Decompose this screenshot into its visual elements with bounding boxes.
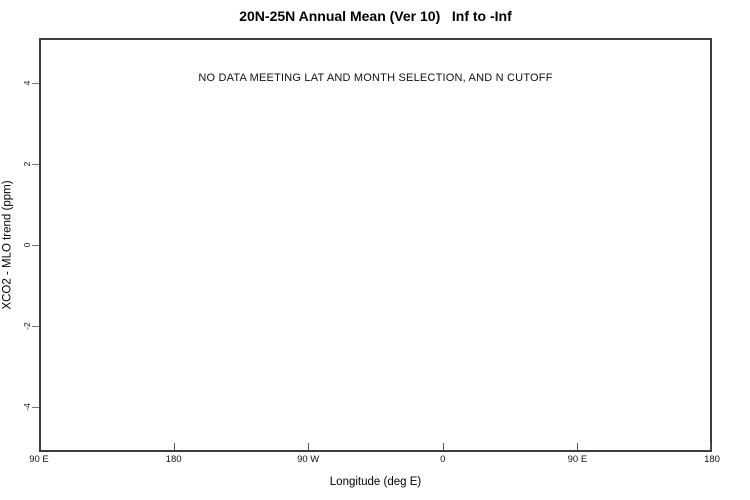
- y-axis-tick-label: 2: [22, 161, 32, 167]
- x-axis-tick-label: 0: [440, 454, 446, 465]
- x-axis-tick-label: 90 W: [297, 454, 320, 465]
- x-axis-tick-label: 90 E: [567, 454, 588, 465]
- y-axis-tick: [32, 245, 39, 246]
- x-axis-tick-label: 90 E: [29, 454, 49, 465]
- no-data-message: NO DATA MEETING LAT AND MONTH SELECTION,…: [198, 72, 553, 84]
- y-axis-tick-label: 0: [22, 242, 32, 248]
- x-axis-title: Longitude (deg E): [329, 476, 422, 488]
- x-axis-tick: [577, 443, 578, 450]
- x-axis-tick: [308, 443, 309, 450]
- x-axis-tick: [443, 443, 444, 450]
- x-axis-tick-label: 180: [704, 454, 720, 465]
- y-axis-tick: [32, 164, 39, 165]
- y-axis-tick-label: 4: [22, 80, 32, 86]
- y-axis-title: XCO2 - MLO trend (ppm): [1, 180, 14, 310]
- y-axis-tick: [32, 407, 39, 408]
- y-axis-tick-label: -4: [22, 403, 32, 412]
- y-axis-tick-label: -2: [22, 322, 32, 330]
- x-axis-tick: [710, 443, 711, 450]
- x-axis-tick: [174, 443, 175, 450]
- y-axis-tick: [32, 83, 39, 84]
- chart-title: 20N-25N Annual Mean (Ver 10) Inf to -Inf: [239, 8, 512, 24]
- x-axis-tick-label: 180: [165, 454, 182, 465]
- y-axis-tick: [32, 326, 39, 327]
- plot-area: [39, 38, 712, 452]
